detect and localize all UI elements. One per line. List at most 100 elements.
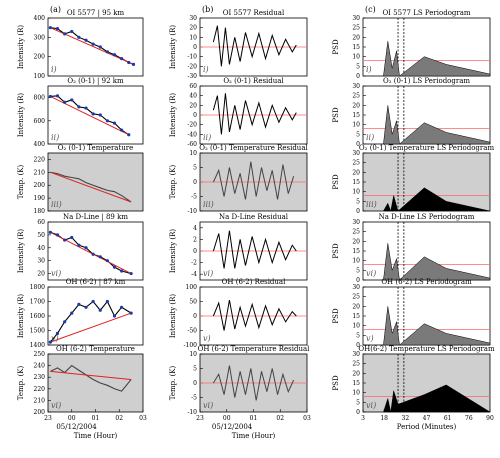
y-tick-label: 230 xyxy=(34,374,46,381)
panel-vi-raw xyxy=(47,353,144,413)
panel-i-residual xyxy=(199,17,308,77)
y-tick-label: 200 xyxy=(34,182,46,189)
data-point xyxy=(77,35,81,39)
y-tick-label: -5 xyxy=(191,395,197,402)
x-tick-label: 32 xyxy=(402,415,410,422)
data-point xyxy=(91,299,95,304)
y-tick-label: 0 xyxy=(193,112,197,119)
y-tick-label: 210 xyxy=(34,397,46,404)
data-point xyxy=(98,113,102,117)
data-point xyxy=(84,38,88,42)
x-tick-label: 03 xyxy=(303,415,311,422)
y-tick-label: 250 xyxy=(34,351,46,358)
y-tick-label: 15 xyxy=(352,44,360,51)
x-tick-label: 01 xyxy=(250,415,258,422)
y-tick-label: 100 xyxy=(34,73,46,80)
y-axis-label: Intensity (R) xyxy=(169,294,177,339)
y-tick-label: 25 xyxy=(352,361,360,368)
data-point xyxy=(77,243,81,247)
y-tick-label: -10 xyxy=(187,409,197,416)
data-point xyxy=(91,112,95,116)
panel-tag: ii) xyxy=(203,133,211,142)
y-tick-label: 40 xyxy=(189,93,197,100)
x-date-label: 05/12/2004 xyxy=(56,423,97,431)
residual-line xyxy=(212,93,297,135)
data-point xyxy=(98,255,102,259)
panel-letter: (a) xyxy=(50,5,61,14)
y-tick-label: 0 xyxy=(356,409,360,416)
x-tick-label: 03 xyxy=(139,415,147,422)
y-tick-label: 10 xyxy=(189,34,197,41)
x-tick-label: 61 xyxy=(444,415,452,422)
y-tick-label: 0 xyxy=(193,44,197,51)
data-point xyxy=(63,238,67,242)
y-tick-label: 5 xyxy=(193,366,197,373)
data-point xyxy=(98,45,102,49)
data-point xyxy=(105,119,109,123)
x-tick-label: 23 xyxy=(196,415,204,422)
y-tick-label: 10 xyxy=(352,122,360,129)
y-tick-label: -100 xyxy=(184,342,198,349)
y-tick-label: -4 xyxy=(191,271,197,278)
y-axis-label: Intensity (R) xyxy=(169,93,177,138)
y-tick-label: 0 xyxy=(193,179,197,186)
y-tick-label: 20 xyxy=(352,102,360,109)
data-point xyxy=(98,308,102,312)
y-axis-label: Intensity (R) xyxy=(169,229,177,274)
y-axis-label: Intensity (R) xyxy=(169,25,177,70)
y-tick-label: 60 xyxy=(189,83,197,90)
psd-area xyxy=(383,105,491,145)
y-axis-label: PSD xyxy=(332,308,340,324)
data-point xyxy=(120,128,124,132)
y-tick-label: 5 xyxy=(356,267,360,274)
data-point xyxy=(84,106,88,110)
panel-title: OH(6-2) Temperature LS Periodogram xyxy=(358,345,495,353)
panel-title: Na D-Line LS Periodogram xyxy=(379,213,475,221)
y-axis-label: Temp. (K) xyxy=(169,164,177,199)
x-tick-label: 02 xyxy=(276,415,284,422)
plot-area xyxy=(47,221,144,281)
y-axis-label: Temp. (K) xyxy=(17,164,25,199)
y-tick-label: 30 xyxy=(189,15,197,22)
x-tick-label: 01 xyxy=(92,415,100,422)
y-tick-label: 25 xyxy=(352,229,360,236)
y-tick-label: 0 xyxy=(356,141,360,148)
y-tick-label: 25 xyxy=(352,160,360,167)
x-tick-label: 47 xyxy=(423,415,431,422)
y-tick-label: 400 xyxy=(34,141,46,148)
plot-area xyxy=(47,353,144,413)
y-tick-label: 20 xyxy=(189,102,197,109)
data-point xyxy=(63,320,67,324)
y-tick-label: -20 xyxy=(187,63,197,70)
data-point xyxy=(48,26,52,30)
trend-fit-line xyxy=(50,171,132,203)
residual-line xyxy=(212,365,295,401)
y-axis-label: Intensity (R) xyxy=(17,229,25,274)
data-point xyxy=(48,94,52,99)
x-tick-label: 3 xyxy=(361,415,365,422)
y-tick-label: -50 xyxy=(187,328,197,335)
panel-vi-residual xyxy=(199,353,308,413)
trend-fit-line xyxy=(50,312,132,343)
data-point xyxy=(91,252,95,256)
panel-title: Na D-Line Residual xyxy=(219,213,289,221)
y-tick-label: 200 xyxy=(34,54,46,61)
y-tick-label: 1400 xyxy=(30,342,45,349)
y-tick-label: 30 xyxy=(37,258,45,265)
y-tick-label: 300 xyxy=(34,34,46,41)
y-tick-label: 190 xyxy=(34,195,46,202)
y-tick-label: 220 xyxy=(34,386,46,393)
y-tick-label: 15 xyxy=(352,179,360,186)
y-tick-label: 25 xyxy=(352,93,360,100)
panel-vi-residual xyxy=(199,221,308,281)
y-tick-label: 20 xyxy=(189,25,197,32)
psd-area xyxy=(383,187,491,212)
y-tick-label: 5 xyxy=(356,332,360,339)
y-tick-label: 200 xyxy=(34,409,46,416)
y-tick-label: 5 xyxy=(193,165,197,172)
y-axis-label: PSD xyxy=(332,174,340,190)
data-point xyxy=(55,27,60,31)
data-point xyxy=(55,331,60,335)
y-tick-label: 1800 xyxy=(30,284,45,291)
panel-ii-residual xyxy=(199,85,308,145)
